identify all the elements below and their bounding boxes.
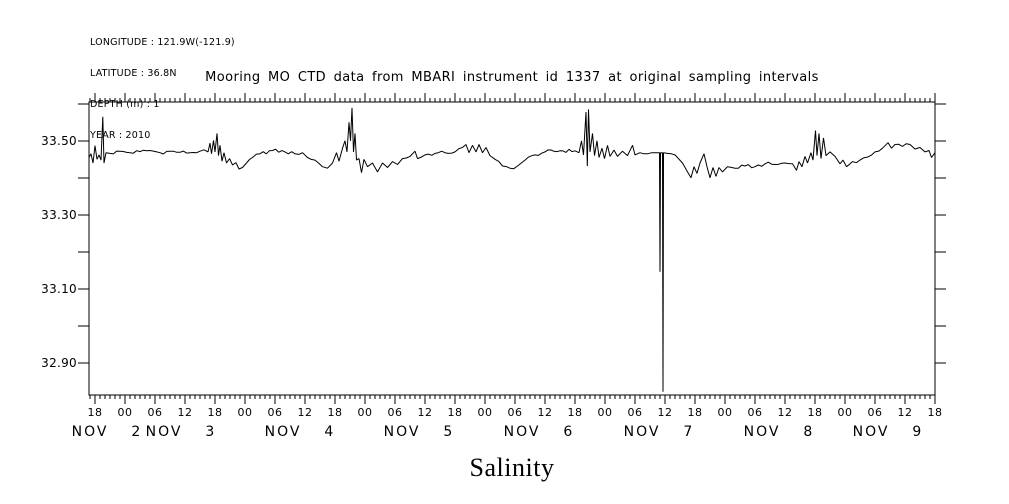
x-axis-date-label: NOV 6 — [504, 424, 575, 440]
y-axis-tick-label: 33.10 — [41, 282, 77, 296]
chart-title: Mooring MO CTD data from MBARI instrumen… — [205, 70, 819, 85]
x-axis-hour-label: 12 — [778, 406, 793, 419]
axis-ticks — [78, 93, 946, 404]
x-axis-hour-label: 12 — [418, 406, 433, 419]
x-axis-hour-label: 18 — [928, 406, 943, 419]
x-axis-hour-label: 06 — [868, 406, 883, 419]
metadata-depth: DEPTH (m) : 1 — [90, 99, 160, 111]
x-axis-hour-label: 12 — [178, 406, 193, 419]
x-axis-date-label: NOV 4 — [265, 424, 336, 440]
x-axis-hour-label: 18 — [88, 406, 103, 419]
y-axis-tick-label: 33.30 — [41, 208, 77, 222]
x-axis-hour-label: 00 — [118, 406, 133, 419]
x-axis-date-label: NOV 9 — [853, 424, 924, 440]
x-axis-hour-label: 18 — [688, 406, 703, 419]
x-axis-hour-label: 00 — [238, 406, 253, 419]
x-axis-hour-label: 06 — [388, 406, 403, 419]
x-axis-date-label: NOV 8 — [744, 424, 815, 440]
x-axis-hour-label: 12 — [898, 406, 913, 419]
station-metadata-block: LONGITUDE : 121.9W(-121.9) LATITUDE : 36… — [90, 17, 235, 163]
x-axis-hour-label: 12 — [298, 406, 313, 419]
metadata-latitude: LATITUDE : 36.8N — [90, 68, 177, 80]
x-axis-hour-label: 18 — [808, 406, 823, 419]
chart-bottom-label: Salinity — [469, 453, 555, 482]
x-axis-hour-label: 00 — [598, 406, 613, 419]
x-axis-hour-label: 18 — [328, 406, 343, 419]
metadata-longitude: LONGITUDE : 121.9W(-121.9) — [90, 36, 235, 48]
x-axis-date-label: NOV 2 — [72, 424, 143, 440]
x-axis-hour-label: 06 — [628, 406, 643, 419]
x-axis-hour-label: 12 — [538, 406, 553, 419]
x-axis-hour-label: 06 — [748, 406, 763, 419]
y-axis-tick-label: 32.90 — [41, 356, 77, 370]
x-axis-hour-label: 00 — [478, 406, 493, 419]
x-axis-date-label: NOV 5 — [384, 424, 455, 440]
salinity-series-line — [88, 107, 936, 392]
x-axis-hour-label: 18 — [568, 406, 583, 419]
x-axis-date-label: NOV 3 — [146, 424, 217, 440]
x-axis-hour-label: 18 — [448, 406, 463, 419]
metadata-year: YEAR : 2010 — [90, 130, 151, 142]
x-axis-hour-label: 06 — [508, 406, 523, 419]
y-axis-tick-label: 33.50 — [41, 134, 77, 148]
x-axis-hour-label: 00 — [838, 406, 853, 419]
plot-border — [88, 101, 936, 396]
x-axis-hour-label: 18 — [208, 406, 223, 419]
x-axis-hour-label: 06 — [268, 406, 283, 419]
x-axis-hour-label: 00 — [718, 406, 733, 419]
x-axis-hour-label: 12 — [658, 406, 673, 419]
x-axis-hour-label: 00 — [358, 406, 373, 419]
x-axis-hour-label: 06 — [148, 406, 163, 419]
x-axis-date-label: NOV 7 — [624, 424, 695, 440]
